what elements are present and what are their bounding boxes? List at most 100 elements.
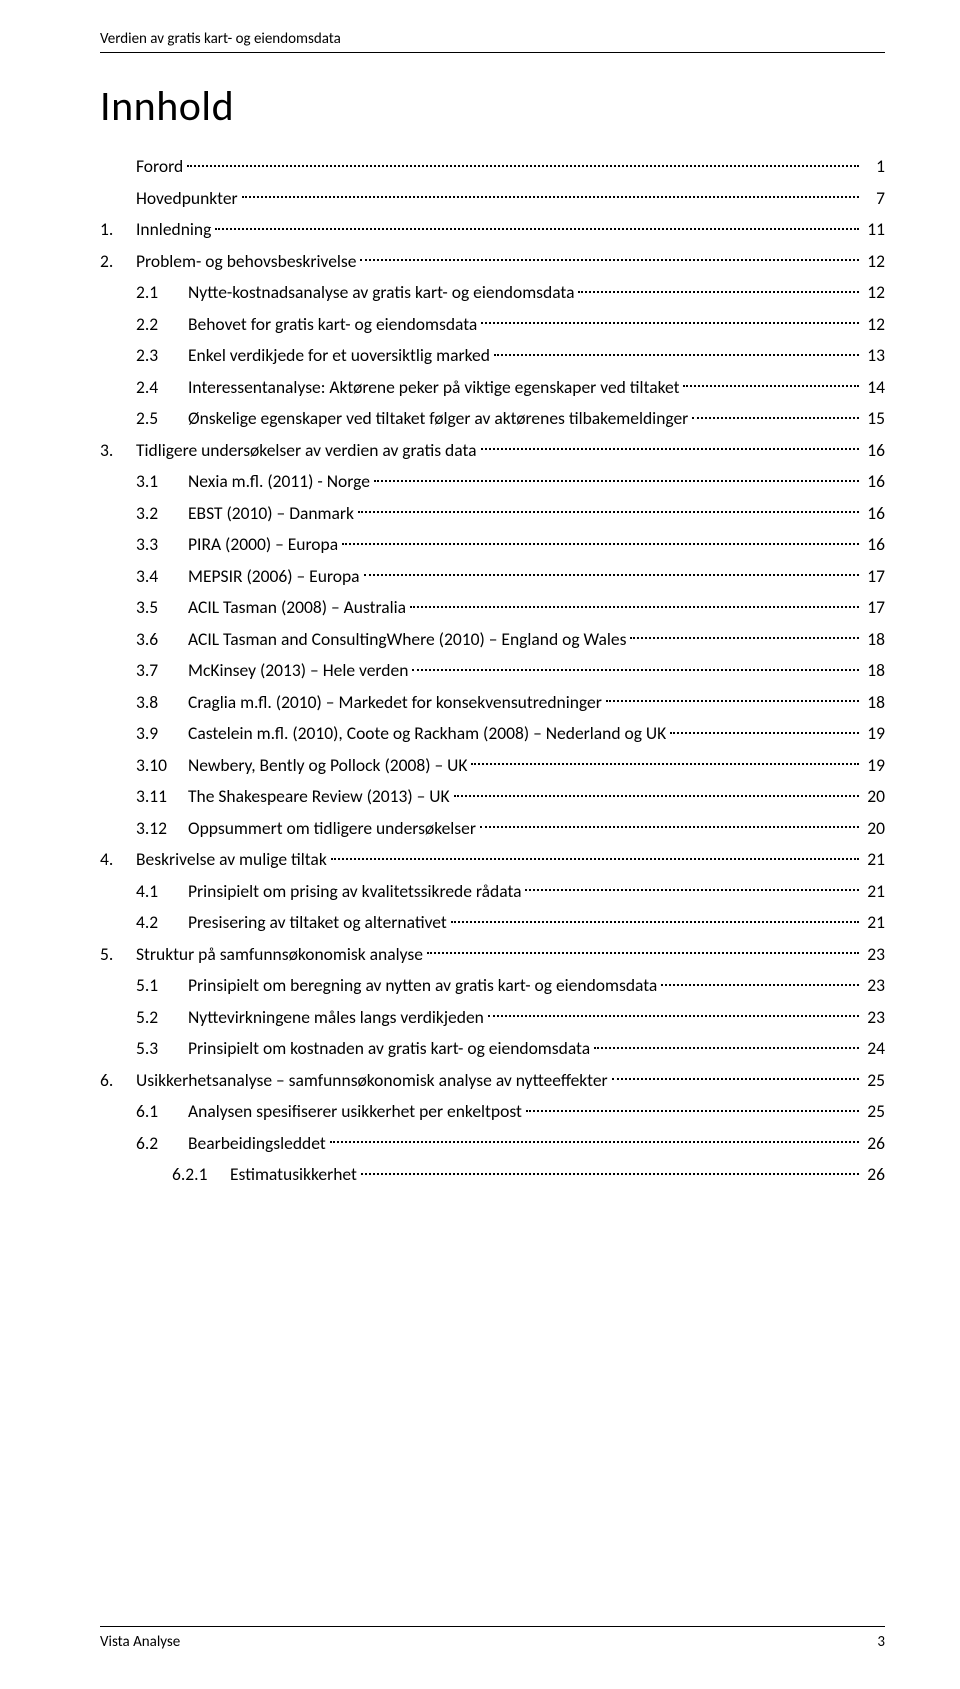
toc-entry: 4.Beskrivelse av mulige tiltak 21 bbox=[100, 851, 885, 869]
toc-entry-page: 25 bbox=[863, 1072, 885, 1090]
table-of-contents: Forord1Hovedpunkter71.Innledning112.Prob… bbox=[100, 158, 885, 1184]
toc-entry-number: 3.8 bbox=[136, 694, 188, 712]
toc-entry-page: 26 bbox=[863, 1135, 885, 1153]
toc-dot-leader bbox=[630, 637, 859, 639]
toc-entry-label: Nytte-kostnadsanalyse av gratis kart- og… bbox=[188, 284, 574, 302]
toc-dot-leader bbox=[451, 921, 859, 923]
page-title: Innhold bbox=[100, 81, 885, 132]
toc-entry: 2.Problem- og behovsbeskrivelse12 bbox=[100, 253, 885, 271]
toc-entry-number: 2.4 bbox=[136, 379, 188, 397]
toc-dot-leader bbox=[331, 858, 859, 860]
toc-entry-number: 3.4 bbox=[136, 568, 188, 586]
toc-dot-leader bbox=[683, 385, 859, 387]
toc-entry-label: Nexia m.fl. (2011) - Norge bbox=[188, 473, 370, 491]
toc-entry: 3.1Nexia m.fl. (2011) - Norge16 bbox=[136, 473, 885, 491]
toc-entry-page: 23 bbox=[863, 977, 885, 995]
toc-dot-leader bbox=[661, 984, 859, 986]
toc-entry-page: 12 bbox=[863, 316, 885, 334]
toc-dot-leader bbox=[471, 763, 859, 765]
toc-entry: 3.Tidligere undersøkelser av verdien av … bbox=[100, 442, 885, 460]
toc-entry-label: MEPSIR (2006) – Europa bbox=[188, 568, 360, 586]
toc-entry-label: Newbery, Bently og Pollock (2008) – UK bbox=[188, 757, 467, 775]
toc-entry-page: 17 bbox=[863, 568, 885, 586]
toc-entry-label: Enkel verdikjede for et uoversiktlig mar… bbox=[188, 347, 490, 365]
toc-entry-number: 3.11 bbox=[136, 788, 188, 806]
toc-entry-page: 19 bbox=[863, 757, 885, 775]
toc-entry-number: 5. bbox=[100, 946, 136, 964]
toc-entry-label: Prinsipielt om prising av kvalitetssikre… bbox=[188, 883, 521, 901]
toc-entry-page: 21 bbox=[863, 914, 885, 932]
toc-entry-label: Nyttevirkningene måles langs verdikjeden bbox=[188, 1009, 484, 1027]
toc-dot-leader bbox=[606, 700, 859, 702]
toc-entry-page: 21 bbox=[863, 883, 885, 901]
toc-entry-label: EBST (2010) – Danmark bbox=[188, 505, 354, 523]
toc-entry-label: Behovet for gratis kart- og eiendomsdata bbox=[188, 316, 477, 334]
toc-entry: 6.2.1Estimatusikkerhet26 bbox=[172, 1166, 885, 1184]
toc-entry-label: Craglia m.fl. (2010) – Markedet for kons… bbox=[188, 694, 602, 712]
toc-dot-leader bbox=[481, 322, 859, 324]
toc-entry-number: 3.5 bbox=[136, 599, 188, 617]
toc-entry-page: 16 bbox=[863, 442, 885, 460]
toc-entry-number: 6. bbox=[100, 1072, 136, 1090]
toc-entry-page: 13 bbox=[863, 347, 885, 365]
toc-entry-page: 21 bbox=[863, 851, 885, 869]
toc-entry-page: 23 bbox=[863, 1009, 885, 1027]
toc-dot-leader bbox=[526, 1110, 859, 1112]
page-footer: Vista Analyse 3 bbox=[100, 1626, 885, 1651]
toc-dot-leader bbox=[494, 354, 859, 356]
toc-entry: 2.1Nytte-kostnadsanalyse av gratis kart-… bbox=[136, 284, 885, 302]
toc-dot-leader bbox=[481, 448, 860, 450]
toc-entry-number: 3.7 bbox=[136, 662, 188, 680]
toc-entry-label: Problem- og behovsbeskrivelse bbox=[136, 253, 356, 271]
toc-entry-label: Bearbeidingsleddet bbox=[188, 1135, 326, 1153]
toc-entry-number: 1. bbox=[100, 221, 136, 239]
toc-entry-page: 11 bbox=[863, 221, 885, 239]
toc-entry-number: 3. bbox=[100, 442, 136, 460]
toc-entry: 3.9Castelein m.fl. (2010), Coote og Rack… bbox=[136, 725, 885, 743]
toc-entry-number: 3.6 bbox=[136, 631, 188, 649]
toc-dot-leader bbox=[578, 291, 859, 293]
toc-dot-leader bbox=[488, 1015, 859, 1017]
toc-dot-leader bbox=[454, 795, 859, 797]
toc-entry-number: 2.3 bbox=[136, 347, 188, 365]
toc-entry-number: 2.5 bbox=[136, 410, 188, 428]
toc-entry-label: Interessentanalyse: Aktørene peker på vi… bbox=[188, 379, 679, 397]
toc-entry: Hovedpunkter7 bbox=[100, 190, 885, 208]
toc-entry-number: 3.9 bbox=[136, 725, 188, 743]
toc-entry: 5.3Prinsipielt om kostnaden av gratis ka… bbox=[136, 1040, 885, 1058]
toc-dot-leader bbox=[187, 165, 859, 167]
toc-entry: 6.1Analysen spesifiserer usikkerhet per … bbox=[136, 1103, 885, 1121]
toc-entry-number: 6.2.1 bbox=[172, 1166, 230, 1184]
toc-entry-label: Oppsummert om tidligere undersøkelser bbox=[188, 820, 476, 838]
toc-dot-leader bbox=[480, 826, 859, 828]
toc-entry-number: 6.1 bbox=[136, 1103, 188, 1121]
toc-entry: 5.Struktur på samfunnsøkonomisk analyse 2… bbox=[100, 946, 885, 964]
toc-entry: 6.Usikkerhetsanalyse – samfunnsøkonomisk… bbox=[100, 1072, 885, 1090]
toc-entry-label: Innledning bbox=[136, 221, 211, 239]
toc-entry-page: 12 bbox=[863, 253, 885, 271]
toc-entry-label: Prinsipielt om kostnaden av gratis kart-… bbox=[188, 1040, 590, 1058]
toc-entry: 2.2Behovet for gratis kart- og eiendomsd… bbox=[136, 316, 885, 334]
toc-entry-page: 7 bbox=[863, 190, 885, 208]
toc-entry-page: 14 bbox=[863, 379, 885, 397]
toc-entry-number: 4.2 bbox=[136, 914, 188, 932]
toc-entry-page: 12 bbox=[863, 284, 885, 302]
toc-entry: 3.10Newbery, Bently og Pollock (2008) – … bbox=[136, 757, 885, 775]
toc-entry-page: 23 bbox=[863, 946, 885, 964]
toc-entry: 4.2Presisering av tiltaket og alternativ… bbox=[136, 914, 885, 932]
toc-entry-label: The Shakespeare Review (2013) – UK bbox=[188, 788, 450, 806]
toc-dot-leader bbox=[364, 574, 859, 576]
toc-entry-label: Forord bbox=[136, 158, 183, 176]
toc-dot-leader bbox=[330, 1141, 859, 1143]
toc-dot-leader bbox=[594, 1047, 859, 1049]
toc-entry-page: 26 bbox=[863, 1166, 885, 1184]
toc-entry-number: 4. bbox=[100, 851, 136, 869]
toc-entry-label: Struktur på samfunnsøkonomisk analyse bbox=[136, 946, 423, 964]
toc-entry: Forord1 bbox=[100, 158, 885, 176]
toc-dot-leader bbox=[374, 480, 859, 482]
toc-entry: 3.4MEPSIR (2006) – Europa 17 bbox=[136, 568, 885, 586]
toc-entry: 2.3Enkel verdikjede for et uoversiktlig … bbox=[136, 347, 885, 365]
toc-entry-label: Beskrivelse av mulige tiltak bbox=[136, 851, 327, 869]
toc-entry: 2.5Ønskelige egenskaper ved tiltaket føl… bbox=[136, 410, 885, 428]
toc-dot-leader bbox=[525, 889, 859, 891]
